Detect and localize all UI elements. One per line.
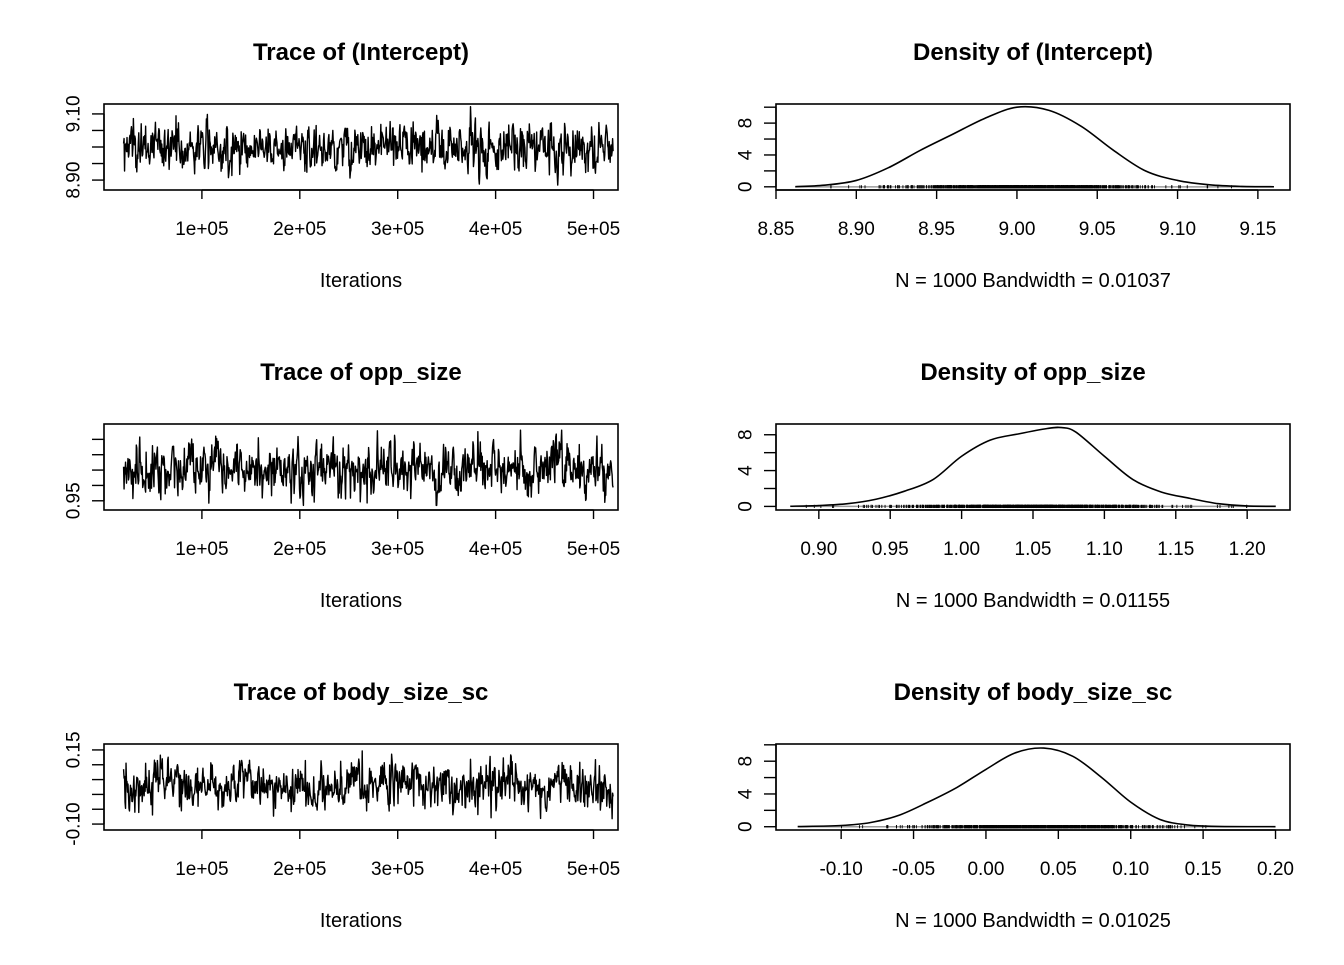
plot-area xyxy=(795,105,1274,189)
y-tick-label: 4 xyxy=(736,149,757,160)
x-tick-label: 0.95 xyxy=(872,539,909,560)
x-tick-label: 5e+05 xyxy=(567,539,620,560)
plot-frame xyxy=(103,103,619,191)
x-tick-label: 9.00 xyxy=(998,219,1035,240)
x-tick-label: 1.10 xyxy=(1086,539,1123,560)
x-tick-label: 1e+05 xyxy=(175,859,228,880)
x-tick-label: -0.10 xyxy=(819,859,862,880)
panel-title: Density of opp_size xyxy=(920,359,1145,386)
panel-title: Density of body_size_sc xyxy=(894,679,1173,706)
x-tick-label: 2e+05 xyxy=(273,859,326,880)
x-tick-label: 1.05 xyxy=(1015,539,1052,560)
plot-area xyxy=(790,426,1276,509)
x-axis-label: N = 1000 Bandwidth = 0.01155 xyxy=(896,590,1170,612)
density-curve xyxy=(797,747,1276,828)
x-tick-label: 0.15 xyxy=(1185,859,1222,880)
y-tick-label: 8 xyxy=(736,756,757,767)
x-tick-label: 3e+05 xyxy=(371,859,424,880)
trace-series-line xyxy=(122,750,614,820)
x-tick-label: 1e+05 xyxy=(175,539,228,560)
x-tick-label: 4e+05 xyxy=(469,859,522,880)
rug xyxy=(830,185,1232,189)
panel-title: Trace of opp_size xyxy=(260,359,461,386)
x-axis-label: Iterations xyxy=(320,270,402,292)
y-tick-label: 8 xyxy=(736,429,757,440)
panel-title: Density of (Intercept) xyxy=(913,39,1153,66)
plot-area xyxy=(122,750,614,820)
panel-title: Trace of (Intercept) xyxy=(253,39,469,66)
x-tick-label: 5e+05 xyxy=(567,859,620,880)
trace-series-line xyxy=(122,105,614,186)
x-tick-label: 9.15 xyxy=(1239,219,1276,240)
x-tick-label: 0.05 xyxy=(1040,859,1077,880)
x-tick-label: 1.15 xyxy=(1157,539,1194,560)
x-axis-label: N = 1000 Bandwidth = 0.01025 xyxy=(895,910,1171,932)
plot-area xyxy=(122,429,614,507)
panel-2: Density of (Intercept) N = 1000 Bandwidth… xyxy=(736,39,1291,292)
plot-frame xyxy=(775,423,1291,511)
x-tick-label: 9.05 xyxy=(1079,219,1116,240)
plot-frame xyxy=(775,743,1291,831)
panel-title: Trace of body_size_sc xyxy=(234,679,489,706)
plot-area xyxy=(797,747,1276,829)
x-tick-label: 2e+05 xyxy=(273,539,326,560)
y-tick-label: 4 xyxy=(736,788,757,799)
y-tick-label: 8.90 xyxy=(64,162,85,199)
x-tick-label: 0.10 xyxy=(1112,859,1149,880)
rug xyxy=(805,504,1248,509)
x-tick-label: 4e+05 xyxy=(469,219,522,240)
y-tick-label: -0.10 xyxy=(64,802,85,845)
x-tick-label: 0.20 xyxy=(1257,859,1294,880)
x-tick-label: 4e+05 xyxy=(469,539,522,560)
y-tick-label: 8 xyxy=(736,118,757,129)
plot-frame xyxy=(103,743,619,831)
y-tick-label: 0.95 xyxy=(64,482,85,519)
y-tick-label: 0.15 xyxy=(64,731,85,768)
rug xyxy=(841,825,1207,829)
x-tick-label: 1.00 xyxy=(943,539,980,560)
x-axis-label: N = 1000 Bandwidth = 0.01037 xyxy=(895,270,1171,292)
trace-series-line xyxy=(122,429,614,507)
density-curve xyxy=(795,105,1274,188)
density-curve xyxy=(790,426,1276,508)
x-tick-label: -0.05 xyxy=(892,859,935,880)
x-tick-label: 5e+05 xyxy=(567,219,620,240)
plot-area xyxy=(122,105,614,186)
x-tick-label: 8.90 xyxy=(838,219,875,240)
x-axis-label: Iterations xyxy=(320,910,402,932)
x-tick-label: 1e+05 xyxy=(175,219,228,240)
y-tick-label: 4 xyxy=(736,465,757,476)
y-tick-label: 9.10 xyxy=(64,95,85,132)
x-tick-label: 9.10 xyxy=(1159,219,1196,240)
panel-6: Density of body_size_sc N = 1000 Bandwidt… xyxy=(736,679,1295,932)
x-tick-label: 3e+05 xyxy=(371,539,424,560)
panel-5: Trace of body_size_sc Iterations 1e+05 2e+0… xyxy=(64,679,621,932)
plot-frame xyxy=(775,103,1291,191)
panel-4: Density of opp_size N = 1000 Bandwidth = … xyxy=(736,359,1291,612)
x-tick-label: 8.85 xyxy=(758,219,795,240)
y-tick-label: 0 xyxy=(736,182,757,193)
panel-3: Trace of opp_size Iterations 1e+05 2e+05 3e+… xyxy=(64,359,621,612)
x-tick-label: 2e+05 xyxy=(273,219,326,240)
panel-1: Trace of (Intercept) Iterations 1e+05 2e+05… xyxy=(64,39,621,292)
x-tick-label: 3e+05 xyxy=(371,219,424,240)
plot-frame xyxy=(103,423,619,511)
x-tick-label: 8.95 xyxy=(918,219,955,240)
x-tick-label: 0.00 xyxy=(967,859,1004,880)
y-tick-label: 0 xyxy=(736,501,757,512)
x-axis-label: Iterations xyxy=(320,590,402,612)
x-tick-label: 0.90 xyxy=(800,539,837,560)
y-tick-label: 0 xyxy=(736,821,757,832)
x-tick-label: 1.20 xyxy=(1229,539,1266,560)
